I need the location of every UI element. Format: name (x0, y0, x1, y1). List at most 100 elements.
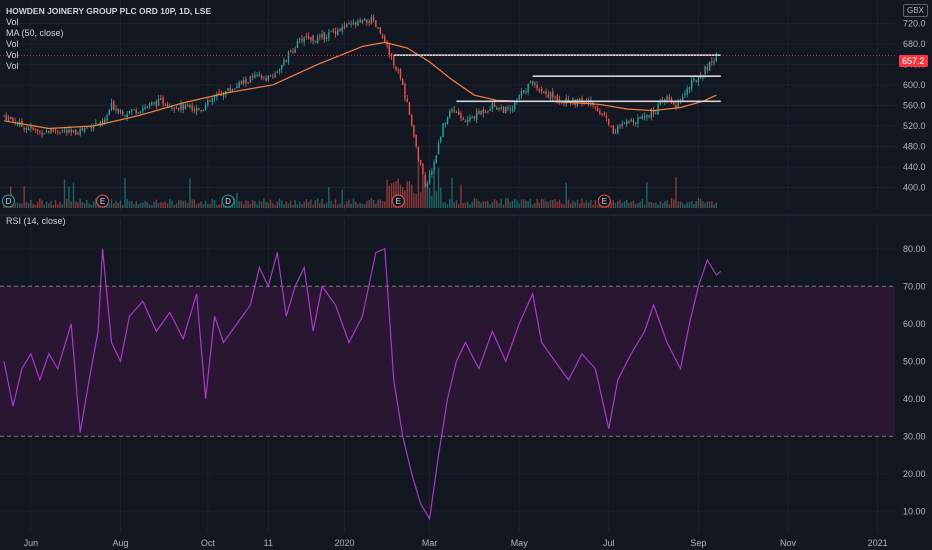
rsi-line (3, 247, 722, 521)
candle-body (117, 109, 119, 113)
volume-bar (133, 204, 135, 208)
candle-body (520, 90, 523, 96)
candle-body (191, 105, 193, 111)
volume-bar (348, 199, 350, 208)
candle-body (442, 123, 444, 137)
volume-bar (408, 181, 411, 208)
event-marker-label: D (6, 197, 12, 206)
volume-bar (108, 204, 110, 208)
candle-body (601, 113, 603, 115)
candle-body (460, 113, 462, 118)
candle-body (54, 130, 57, 132)
volume-bar (496, 200, 498, 208)
volume-bar (171, 200, 173, 208)
volume-bar (59, 201, 61, 208)
volume-bar (713, 204, 715, 208)
volume-bar (119, 200, 122, 208)
volume-bar (381, 200, 384, 208)
candle-body (556, 95, 558, 101)
candle-body (415, 135, 417, 147)
legend-vol[interactable]: Vol (6, 39, 19, 49)
volume-bar (527, 201, 529, 208)
rsi-tick-label: 70.00 (903, 281, 926, 291)
volume-bar (312, 204, 314, 208)
candle-body (321, 33, 323, 38)
candle-body (397, 69, 399, 71)
volume-bar (61, 204, 63, 208)
candle-body (408, 102, 411, 115)
volume-bar (545, 200, 547, 208)
volume-bar (386, 179, 388, 208)
y-tick-label: 440.0 (903, 162, 926, 172)
currency-badge[interactable]: GBX (903, 4, 928, 17)
volume-bar (686, 202, 688, 208)
volume-bar (117, 202, 119, 208)
candle-body (234, 88, 236, 90)
volume-bar (285, 201, 287, 208)
volume-bar (554, 199, 556, 208)
x-tick-label: Jul (603, 538, 615, 548)
legend-vol[interactable]: Vol (6, 17, 19, 27)
candle-body (704, 65, 706, 74)
volume-bar (547, 202, 550, 208)
volume-bar (563, 204, 565, 208)
candle-body (661, 99, 664, 101)
legend-vol[interactable]: Vol (6, 50, 19, 60)
candle-body (563, 102, 565, 104)
candle-body (455, 111, 458, 113)
volume-bar (574, 202, 576, 208)
volume-bar (113, 203, 115, 208)
event-marker-label: E (100, 197, 105, 206)
candle-body (77, 133, 79, 135)
candle-body (466, 119, 469, 122)
event-marker[interactable] (1, 194, 15, 208)
volume-bar (592, 204, 594, 208)
y-tick-label: 720.0 (903, 18, 926, 28)
event-marker[interactable] (221, 194, 235, 208)
x-tick-label: Mar (422, 538, 438, 548)
candle-body (379, 27, 382, 34)
volume-bar (180, 200, 182, 208)
candle-body (16, 124, 19, 126)
volume-bar (480, 202, 482, 208)
volume-bar (590, 200, 592, 208)
candle-body (151, 102, 153, 105)
volume-bar (388, 185, 390, 208)
candle-body (213, 97, 216, 99)
volume-bar (23, 185, 25, 208)
volume-bar (57, 204, 59, 208)
candle-body (413, 125, 415, 137)
candle-body (204, 104, 207, 111)
candle-body (514, 101, 516, 109)
candle-body (446, 117, 449, 125)
volume-bar (531, 204, 534, 208)
volume-bar (693, 203, 695, 208)
volume-bar (435, 191, 438, 208)
volume-bar (505, 198, 507, 208)
rsi-title[interactable]: RSI (14, close) (6, 216, 66, 226)
legend-ma[interactable]: MA (50, close) (6, 28, 64, 38)
volume-bar (493, 199, 496, 208)
candle-body (507, 107, 509, 109)
candle-body (605, 116, 608, 118)
event-marker[interactable] (597, 194, 611, 208)
candle-body (126, 114, 128, 118)
candle-body (79, 129, 81, 136)
volume-bar (88, 203, 90, 208)
candle-body (567, 99, 570, 101)
volume-bar (43, 204, 46, 208)
volume-bar (632, 200, 635, 208)
volume-bar (363, 204, 366, 208)
candle-body (218, 92, 220, 95)
volume-bar (77, 202, 79, 208)
event-marker[interactable] (96, 194, 110, 208)
candle-body (276, 72, 278, 74)
legend-vol[interactable]: Vol (6, 61, 19, 71)
volume-bar (377, 199, 379, 208)
volume-bar (650, 202, 653, 208)
candle-body (242, 80, 245, 84)
candle-body (70, 129, 72, 133)
volume-bar (442, 202, 444, 208)
event-marker[interactable] (391, 194, 405, 208)
